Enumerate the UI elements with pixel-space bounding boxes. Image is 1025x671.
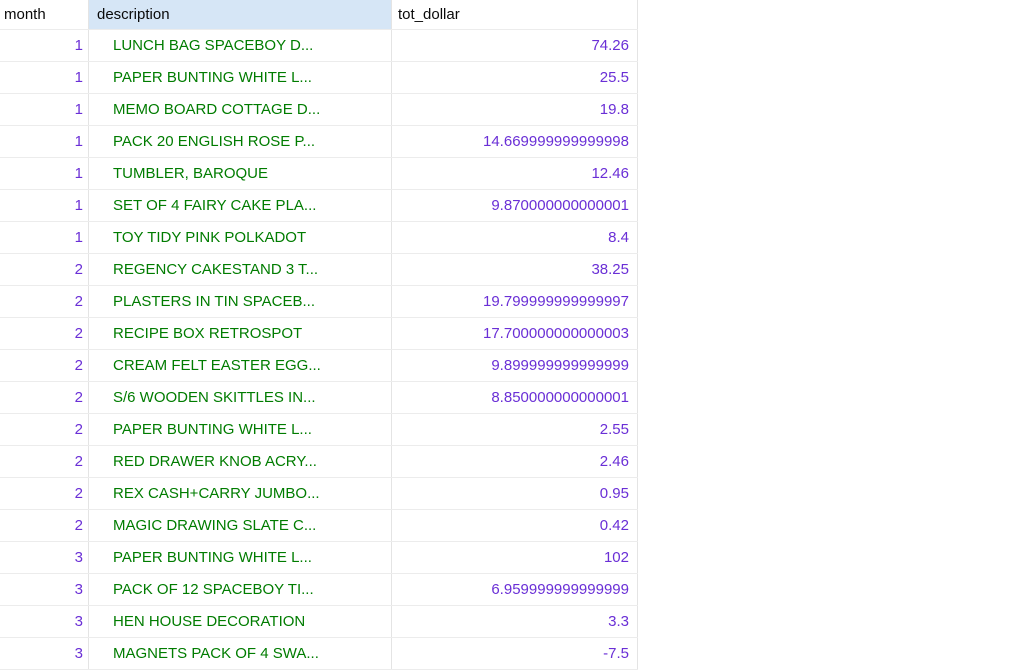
cell-tot_dollar[interactable]: 38.25 bbox=[392, 254, 638, 285]
cell-month[interactable]: 2 bbox=[0, 382, 89, 413]
cell-tot_dollar[interactable]: -7.5 bbox=[392, 638, 638, 669]
cell-month[interactable]: 1 bbox=[0, 222, 89, 253]
column-header-tot-dollar[interactable]: tot_dollar bbox=[392, 0, 638, 29]
cell-tot_dollar[interactable]: 0.95 bbox=[392, 478, 638, 509]
cell-description[interactable]: REX CASH+CARRY JUMBO... bbox=[89, 478, 392, 509]
cell-description[interactable]: HEN HOUSE DECORATION bbox=[89, 606, 392, 637]
cell-description[interactable]: TUMBLER, BAROQUE bbox=[89, 158, 392, 189]
results-grid: month description tot_dollar 1 LUNCH BAG … bbox=[0, 0, 638, 670]
cell-month[interactable]: 2 bbox=[0, 254, 89, 285]
cell-month[interactable]: 1 bbox=[0, 30, 89, 61]
cell-month[interactable]: 1 bbox=[0, 190, 89, 221]
cell-tot_dollar[interactable]: 17.700000000000003 bbox=[392, 318, 638, 349]
cell-description[interactable]: REGENCY CAKESTAND 3 T... bbox=[89, 254, 392, 285]
cell-tot_dollar[interactable]: 19.799999999999997 bbox=[392, 286, 638, 317]
cell-tot_dollar[interactable]: 19.8 bbox=[392, 94, 638, 125]
table-row[interactable]: 3 HEN HOUSE DECORATION 3.3 bbox=[0, 606, 638, 638]
cell-tot_dollar[interactable]: 102 bbox=[392, 542, 638, 573]
cell-tot_dollar[interactable]: 14.669999999999998 bbox=[392, 126, 638, 157]
table-row[interactable]: 3 PAPER BUNTING WHITE L... 102 bbox=[0, 542, 638, 574]
table-row[interactable]: 1 PAPER BUNTING WHITE L... 25.5 bbox=[0, 62, 638, 94]
cell-tot_dollar[interactable]: 0.42 bbox=[392, 510, 638, 541]
cell-description[interactable]: CREAM FELT EASTER EGG... bbox=[89, 350, 392, 381]
table-row[interactable]: 3 MAGNETS PACK OF 4 SWA... -7.5 bbox=[0, 638, 638, 670]
cell-description[interactable]: TOY TIDY PINK POLKADOT bbox=[89, 222, 392, 253]
table-row[interactable]: 1 TUMBLER, BAROQUE 12.46 bbox=[0, 158, 638, 190]
cell-description[interactable]: S/6 WOODEN SKITTLES IN... bbox=[89, 382, 392, 413]
cell-month[interactable]: 2 bbox=[0, 510, 89, 541]
cell-month[interactable]: 2 bbox=[0, 350, 89, 381]
cell-month[interactable]: 1 bbox=[0, 62, 89, 93]
cell-month[interactable]: 3 bbox=[0, 606, 89, 637]
cell-tot_dollar[interactable]: 2.46 bbox=[392, 446, 638, 477]
table-row[interactable]: 3 PACK OF 12 SPACEBOY TI... 6.959999999999… bbox=[0, 574, 638, 606]
table-row[interactable]: 2 REGENCY CAKESTAND 3 T... 38.25 bbox=[0, 254, 638, 286]
cell-tot_dollar[interactable]: 2.55 bbox=[392, 414, 638, 445]
cell-month[interactable]: 2 bbox=[0, 414, 89, 445]
cell-month[interactable]: 2 bbox=[0, 446, 89, 477]
cell-tot_dollar[interactable]: 74.26 bbox=[392, 30, 638, 61]
cell-month[interactable]: 1 bbox=[0, 94, 89, 125]
column-header-description[interactable]: description bbox=[89, 0, 392, 29]
cell-tot_dollar[interactable]: 9.870000000000001 bbox=[392, 190, 638, 221]
cell-description[interactable]: SET OF 4 FAIRY CAKE PLA... bbox=[89, 190, 392, 221]
cell-description[interactable]: RED DRAWER KNOB ACRY... bbox=[89, 446, 392, 477]
header-row: month description tot_dollar bbox=[0, 0, 638, 30]
cell-tot_dollar[interactable]: 8.850000000000001 bbox=[392, 382, 638, 413]
cell-description[interactable]: RECIPE BOX RETROSPOT bbox=[89, 318, 392, 349]
cell-description[interactable]: LUNCH BAG SPACEBOY D... bbox=[89, 30, 392, 61]
table-row[interactable]: 2 PLASTERS IN TIN SPACEB... 19.79999999999… bbox=[0, 286, 638, 318]
cell-tot_dollar[interactable]: 9.899999999999999 bbox=[392, 350, 638, 381]
cell-tot_dollar[interactable]: 8.4 bbox=[392, 222, 638, 253]
cell-month[interactable]: 2 bbox=[0, 318, 89, 349]
table-row[interactable]: 2 RED DRAWER KNOB ACRY... 2.46 bbox=[0, 446, 638, 478]
table-row[interactable]: 1 TOY TIDY PINK POLKADOT 8.4 bbox=[0, 222, 638, 254]
cell-description[interactable]: PAPER BUNTING WHITE L... bbox=[89, 542, 392, 573]
cell-description[interactable]: PAPER BUNTING WHITE L... bbox=[89, 414, 392, 445]
cell-month[interactable]: 1 bbox=[0, 158, 89, 189]
cell-month[interactable]: 1 bbox=[0, 126, 89, 157]
table-row[interactable]: 2 REX CASH+CARRY JUMBO... 0.95 bbox=[0, 478, 638, 510]
cell-month[interactable]: 2 bbox=[0, 286, 89, 317]
cell-description[interactable]: PACK OF 12 SPACEBOY TI... bbox=[89, 574, 392, 605]
table-row[interactable]: 1 PACK 20 ENGLISH ROSE P... 14.66999999999… bbox=[0, 126, 638, 158]
cell-month[interactable]: 3 bbox=[0, 542, 89, 573]
cell-description[interactable]: MEMO BOARD COTTAGE D... bbox=[89, 94, 392, 125]
table-row[interactable]: 2 CREAM FELT EASTER EGG... 9.8999999999999… bbox=[0, 350, 638, 382]
table-row[interactable]: 2 MAGIC DRAWING SLATE C... 0.42 bbox=[0, 510, 638, 542]
table-row[interactable]: 2 RECIPE BOX RETROSPOT 17.700000000000003 bbox=[0, 318, 638, 350]
table-row[interactable]: 1 MEMO BOARD COTTAGE D... 19.8 bbox=[0, 94, 638, 126]
table-row[interactable]: 1 LUNCH BAG SPACEBOY D... 74.26 bbox=[0, 30, 638, 62]
table-row[interactable]: 2 PAPER BUNTING WHITE L... 2.55 bbox=[0, 414, 638, 446]
cell-tot_dollar[interactable]: 25.5 bbox=[392, 62, 638, 93]
cell-description[interactable]: PLASTERS IN TIN SPACEB... bbox=[89, 286, 392, 317]
cell-description[interactable]: PAPER BUNTING WHITE L... bbox=[89, 62, 392, 93]
cell-description[interactable]: PACK 20 ENGLISH ROSE P... bbox=[89, 126, 392, 157]
cell-description[interactable]: MAGIC DRAWING SLATE C... bbox=[89, 510, 392, 541]
table-row[interactable]: 2 S/6 WOODEN SKITTLES IN... 8.850000000000… bbox=[0, 382, 638, 414]
table-row[interactable]: 1 SET OF 4 FAIRY CAKE PLA... 9.87000000000… bbox=[0, 190, 638, 222]
cell-month[interactable]: 2 bbox=[0, 478, 89, 509]
cell-description[interactable]: MAGNETS PACK OF 4 SWA... bbox=[89, 638, 392, 669]
cell-month[interactable]: 3 bbox=[0, 638, 89, 669]
cell-month[interactable]: 3 bbox=[0, 574, 89, 605]
cell-tot_dollar[interactable]: 6.959999999999999 bbox=[392, 574, 638, 605]
column-header-month[interactable]: month bbox=[0, 0, 89, 29]
cell-tot_dollar[interactable]: 12.46 bbox=[392, 158, 638, 189]
cell-tot_dollar[interactable]: 3.3 bbox=[392, 606, 638, 637]
grid-body: 1 LUNCH BAG SPACEBOY D... 74.26 1 PAPER BUNT… bbox=[0, 30, 638, 670]
